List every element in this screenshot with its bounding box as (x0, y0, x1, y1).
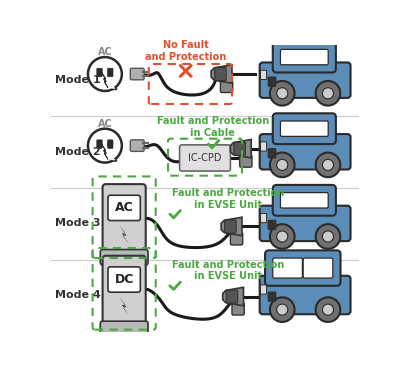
Circle shape (322, 231, 334, 242)
Polygon shape (232, 234, 241, 236)
Text: AC: AC (98, 47, 112, 57)
Text: Mode 1: Mode 1 (55, 75, 100, 85)
Polygon shape (241, 156, 250, 158)
Text: Fault and Protection
in EVSE Unit: Fault and Protection in EVSE Unit (172, 260, 284, 281)
Text: DC: DC (114, 273, 134, 286)
Bar (278, 207, 330, 213)
Polygon shape (119, 297, 130, 317)
FancyBboxPatch shape (108, 68, 113, 77)
FancyBboxPatch shape (260, 213, 267, 223)
Text: Fault and Protection
in Cable: Fault and Protection in Cable (156, 116, 269, 138)
FancyBboxPatch shape (130, 140, 144, 151)
Circle shape (270, 224, 294, 249)
FancyBboxPatch shape (232, 303, 244, 315)
Text: Mode 2: Mode 2 (55, 147, 100, 157)
Polygon shape (106, 156, 117, 161)
Circle shape (270, 153, 294, 177)
Bar (278, 64, 330, 70)
FancyBboxPatch shape (268, 148, 276, 158)
Polygon shape (221, 217, 242, 236)
FancyBboxPatch shape (230, 233, 243, 245)
Bar (278, 136, 330, 142)
Polygon shape (106, 156, 115, 160)
FancyBboxPatch shape (265, 250, 340, 286)
Text: Mode 3: Mode 3 (55, 219, 100, 228)
Polygon shape (230, 140, 251, 158)
Polygon shape (106, 84, 117, 89)
FancyBboxPatch shape (100, 250, 148, 265)
FancyBboxPatch shape (260, 134, 350, 169)
FancyBboxPatch shape (260, 206, 350, 241)
FancyBboxPatch shape (268, 220, 276, 229)
Text: No Fault
and Protection: No Fault and Protection (145, 40, 226, 62)
Circle shape (270, 81, 294, 106)
FancyBboxPatch shape (102, 184, 146, 255)
FancyBboxPatch shape (226, 290, 238, 303)
Polygon shape (102, 144, 108, 160)
Polygon shape (211, 65, 232, 83)
Circle shape (88, 129, 122, 163)
Circle shape (316, 224, 340, 249)
Polygon shape (119, 225, 130, 245)
Polygon shape (102, 72, 108, 88)
Polygon shape (223, 287, 244, 306)
Text: IC-CPD: IC-CPD (188, 153, 222, 163)
FancyBboxPatch shape (273, 42, 336, 72)
FancyBboxPatch shape (97, 140, 102, 148)
FancyBboxPatch shape (273, 258, 302, 278)
Text: Mode 4: Mode 4 (55, 290, 101, 300)
FancyBboxPatch shape (260, 62, 350, 98)
Text: AC: AC (98, 119, 112, 129)
FancyBboxPatch shape (273, 113, 336, 144)
Polygon shape (106, 84, 115, 88)
Circle shape (88, 57, 122, 91)
Circle shape (316, 297, 340, 322)
FancyBboxPatch shape (102, 256, 146, 327)
Circle shape (277, 88, 288, 99)
FancyBboxPatch shape (108, 140, 113, 148)
Polygon shape (222, 82, 231, 83)
Text: Fault and Protection
in EVSE Unit: Fault and Protection in EVSE Unit (172, 188, 284, 210)
FancyBboxPatch shape (280, 49, 328, 65)
FancyBboxPatch shape (240, 155, 252, 167)
FancyBboxPatch shape (97, 68, 102, 77)
Circle shape (322, 304, 334, 315)
FancyBboxPatch shape (268, 77, 276, 86)
Polygon shape (234, 304, 243, 306)
Circle shape (316, 81, 340, 106)
FancyBboxPatch shape (268, 292, 276, 301)
Text: AC: AC (115, 201, 134, 214)
Circle shape (277, 304, 288, 315)
FancyBboxPatch shape (130, 68, 144, 80)
FancyBboxPatch shape (280, 121, 328, 137)
Circle shape (322, 159, 334, 170)
Circle shape (277, 231, 288, 242)
FancyBboxPatch shape (180, 145, 230, 171)
Circle shape (270, 297, 294, 322)
FancyBboxPatch shape (303, 258, 333, 278)
Circle shape (322, 88, 334, 99)
FancyBboxPatch shape (225, 220, 236, 233)
Bar (270, 277, 335, 283)
FancyBboxPatch shape (273, 185, 336, 216)
FancyBboxPatch shape (280, 192, 328, 208)
FancyBboxPatch shape (260, 276, 350, 314)
FancyBboxPatch shape (260, 285, 267, 294)
FancyBboxPatch shape (234, 142, 246, 155)
FancyBboxPatch shape (260, 70, 267, 79)
FancyBboxPatch shape (100, 321, 148, 336)
FancyBboxPatch shape (215, 68, 226, 81)
Circle shape (316, 153, 340, 177)
FancyBboxPatch shape (260, 142, 267, 151)
Circle shape (277, 159, 288, 170)
FancyBboxPatch shape (108, 195, 140, 220)
FancyBboxPatch shape (220, 80, 233, 93)
FancyBboxPatch shape (108, 267, 140, 292)
